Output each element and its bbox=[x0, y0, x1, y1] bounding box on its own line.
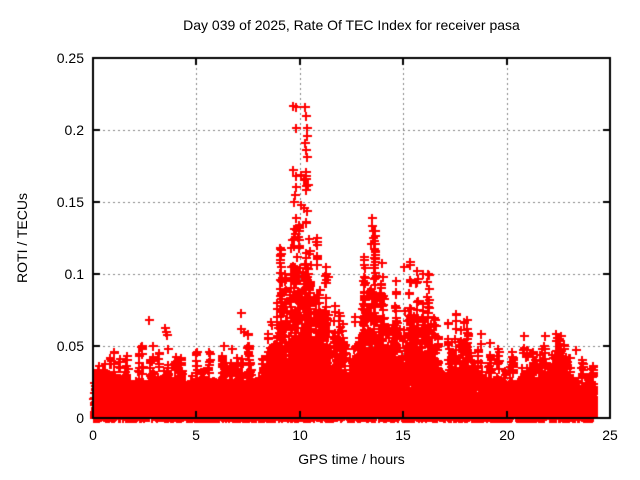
x-tick-label-15: 15 bbox=[395, 427, 411, 443]
x-tick-label-10: 10 bbox=[292, 427, 308, 443]
x-axis-label: GPS time / hours bbox=[298, 451, 405, 467]
x-tick-label-25: 25 bbox=[602, 427, 618, 443]
y-tick-label-02: 0.2 bbox=[64, 122, 84, 138]
y-tick-label-005: 0.05 bbox=[56, 338, 84, 354]
y-tick-label-0: 0 bbox=[76, 410, 84, 426]
y-tick-label-01: 0.1 bbox=[64, 266, 84, 282]
x-tick-label-5: 5 bbox=[192, 427, 200, 443]
chart-title: Day 039 of 2025, Rate Of TEC Index for r… bbox=[183, 17, 520, 33]
y-tick-label-025: 0.25 bbox=[56, 50, 84, 66]
y-axis-label: ROTI / TECUs bbox=[14, 193, 30, 283]
x-tick-label-0: 0 bbox=[89, 427, 97, 443]
y-tick-label-015: 0.15 bbox=[56, 194, 84, 210]
x-tick-label-20: 20 bbox=[499, 427, 515, 443]
